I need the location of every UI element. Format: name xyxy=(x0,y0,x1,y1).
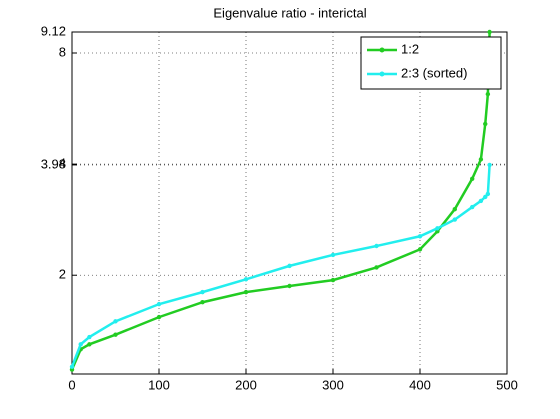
legend-marker xyxy=(379,71,385,77)
series-line xyxy=(70,31,491,371)
marker xyxy=(485,191,491,197)
x-tick-label: 400 xyxy=(409,377,431,392)
marker xyxy=(435,229,440,234)
marker xyxy=(243,289,249,295)
marker xyxy=(87,334,92,340)
chart-title: Eigenvalue ratio - interictal xyxy=(213,5,366,20)
x-tick-label: 200 xyxy=(235,377,257,392)
x-tick-label: 300 xyxy=(322,377,344,392)
y-tick-label: 3.98 xyxy=(41,156,66,171)
marker xyxy=(417,234,423,239)
marker xyxy=(435,226,440,231)
y-tick-label: 8 xyxy=(59,44,66,59)
x-tick-label: 500 xyxy=(496,377,518,392)
marker xyxy=(483,121,488,127)
marker xyxy=(470,204,475,210)
marker xyxy=(78,342,83,347)
marker xyxy=(113,332,118,337)
y-tick-label: 2 xyxy=(59,267,66,282)
marker xyxy=(287,283,292,289)
marker xyxy=(483,194,488,200)
marker xyxy=(478,157,484,162)
marker xyxy=(452,217,457,222)
x-tick-label: 100 xyxy=(148,377,170,392)
marker xyxy=(243,277,249,282)
marker xyxy=(452,206,457,212)
marker xyxy=(487,29,492,35)
marker xyxy=(417,247,423,252)
y-tick-label: 4 xyxy=(59,156,66,171)
legend-label: 1:2 xyxy=(401,41,419,56)
marker xyxy=(156,314,162,320)
marker xyxy=(69,364,75,369)
plot-frame xyxy=(71,31,508,375)
marker xyxy=(470,176,475,181)
marker xyxy=(200,289,205,295)
marker xyxy=(487,162,492,168)
marker xyxy=(330,252,336,258)
marker xyxy=(374,265,379,270)
legend-label: 2:3 (sorted) xyxy=(401,65,467,80)
legend-box xyxy=(360,36,502,90)
marker xyxy=(330,277,336,283)
marker xyxy=(478,198,484,204)
marker xyxy=(87,342,92,347)
x-tick-label: 0 xyxy=(68,377,75,392)
marker xyxy=(485,91,491,97)
y-tick-label: 9.12 xyxy=(41,23,66,38)
marker xyxy=(113,319,118,324)
marker xyxy=(287,263,292,269)
marker xyxy=(374,243,379,249)
marker xyxy=(156,301,162,307)
legend-marker xyxy=(379,47,385,53)
marker xyxy=(200,300,205,305)
